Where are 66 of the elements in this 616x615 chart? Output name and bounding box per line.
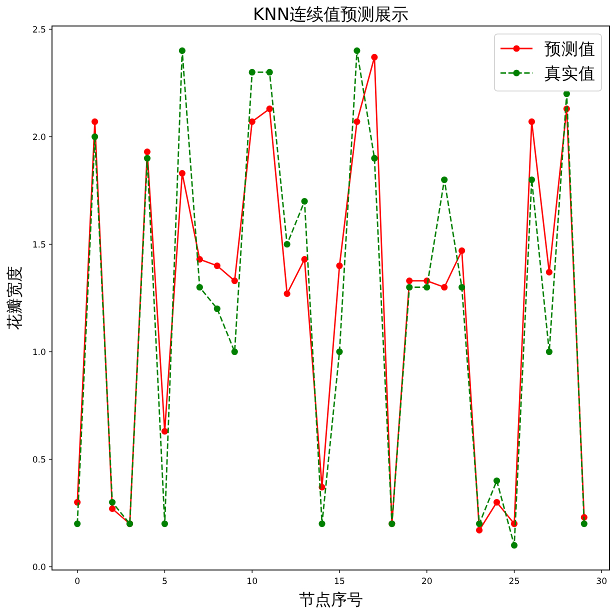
point xyxy=(528,176,536,184)
point xyxy=(284,290,290,297)
point xyxy=(580,520,588,528)
point xyxy=(458,247,466,254)
x-tick-label: 5 xyxy=(162,577,168,587)
legend-label: 预测值 xyxy=(544,40,596,58)
point xyxy=(231,348,238,356)
point xyxy=(476,526,483,534)
point xyxy=(92,133,98,140)
x-tick-label: 25 xyxy=(508,577,520,587)
point xyxy=(284,240,290,248)
y-tick-label: 1.0 xyxy=(32,348,46,358)
y-tick-label: 2.0 xyxy=(32,132,46,143)
point xyxy=(371,54,378,60)
point xyxy=(301,198,308,205)
point xyxy=(266,68,273,76)
x-tick-label: 10 xyxy=(246,577,258,587)
point xyxy=(336,348,343,356)
x-axis-title: 节点序号 xyxy=(298,590,363,609)
point xyxy=(458,284,466,291)
point xyxy=(108,505,116,512)
point xyxy=(354,118,360,125)
x-tick-label: 0 xyxy=(74,577,80,587)
point xyxy=(161,520,168,528)
point xyxy=(196,284,203,291)
point xyxy=(476,520,483,528)
y-tick-label: 1.5 xyxy=(32,240,46,250)
point xyxy=(214,305,220,312)
point xyxy=(318,520,326,528)
point xyxy=(266,105,273,112)
chart-title: KNN连续值预测展示 xyxy=(252,5,409,25)
point xyxy=(248,118,256,125)
point xyxy=(301,256,308,263)
x-tick-label: 30 xyxy=(596,577,608,587)
point xyxy=(424,284,430,291)
point xyxy=(161,428,168,435)
y-tick-label: 0.5 xyxy=(32,455,46,466)
point xyxy=(406,284,413,291)
point xyxy=(546,348,553,356)
point xyxy=(528,118,536,125)
point xyxy=(74,520,81,528)
point xyxy=(371,154,378,162)
point xyxy=(546,268,553,276)
point xyxy=(493,498,500,506)
point xyxy=(108,498,116,506)
point xyxy=(354,47,360,54)
point xyxy=(144,154,151,162)
point xyxy=(231,278,238,284)
x-tick-label: 15 xyxy=(334,577,345,587)
point xyxy=(248,68,256,76)
point xyxy=(406,278,413,284)
y-axis-title: 花瓣宽度 xyxy=(5,266,24,330)
point xyxy=(336,262,343,270)
point xyxy=(92,118,98,125)
point xyxy=(510,542,518,549)
point xyxy=(214,262,220,270)
point xyxy=(178,47,186,54)
y-tick-label: 2.5 xyxy=(32,25,46,36)
point xyxy=(441,176,448,184)
legend-label: 真实值 xyxy=(544,64,596,83)
point xyxy=(493,477,500,484)
point xyxy=(178,170,186,177)
point xyxy=(441,284,448,291)
x-tick-label: 20 xyxy=(421,577,432,587)
point xyxy=(144,148,151,156)
y-tick-label: 0.0 xyxy=(32,562,46,573)
